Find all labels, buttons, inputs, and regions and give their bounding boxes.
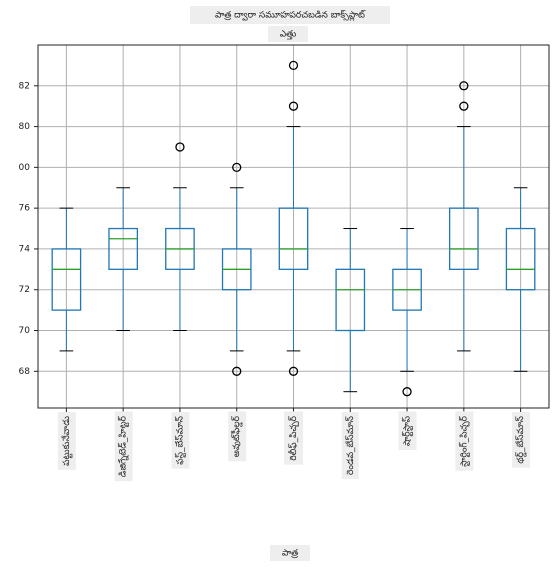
- y-tick-label: 74: [19, 244, 31, 254]
- x-tick-label: స్టార్టింగ్_పిచ్చర్: [458, 415, 470, 466]
- outlier: [459, 81, 469, 91]
- x-tick-label: రెండవ_బేస్‌మాన్: [345, 416, 356, 475]
- title-bg: [190, 6, 390, 24]
- x-tick-label-bg: [228, 411, 247, 462]
- y-tick-label: 00: [19, 163, 31, 173]
- chart-subtitle: ఎత్తు: [280, 30, 297, 40]
- y-tick-label: 76: [19, 204, 31, 214]
- subtitle-bg: [268, 26, 308, 42]
- box: [448, 207, 479, 270]
- x-tick-label: రిలీఫ్_పిచ్చర్: [287, 415, 300, 460]
- x-tick-group: స్టార్టింగ్_పిచ్చర్: [455, 411, 474, 471]
- x-tick-label-bg: [114, 411, 133, 482]
- outlier: [232, 162, 242, 173]
- outlier: [402, 387, 412, 397]
- outlier: [175, 142, 185, 152]
- outlier: [232, 366, 242, 376]
- x-tick-group: ఫస్ట్_బేస్‌మాన్: [171, 412, 190, 469]
- box: [335, 268, 366, 332]
- x-tick-group: రిలీఫ్_పిచ్చర్: [284, 411, 303, 465]
- x-tick-group: షార్ట్‌స్టాప్: [398, 411, 417, 451]
- x-tick-group: డిజిగ్నేటెడ్_హిట్టర్: [114, 411, 133, 482]
- plot-frame: [37, 44, 550, 409]
- y-tick-label: 72: [19, 285, 30, 295]
- x-tick-label: అవుట్‌ఫీల్డర్: [231, 415, 243, 457]
- x-tick-group: థర్డ్_బేస్‌మాన్: [512, 412, 531, 468]
- x-tick-label-bg: [171, 412, 190, 469]
- x-label-bg: [270, 545, 310, 561]
- box: [51, 248, 82, 311]
- x-tick-label-bg: [398, 411, 417, 451]
- x-tick-label: ఫస్ట్_బేస్‌మాన్: [174, 416, 186, 465]
- box: [278, 207, 309, 270]
- x-tick-group: పట్టుకునేవాడు: [57, 412, 76, 470]
- y-tick-label: 80: [19, 122, 31, 132]
- chart-title: పాత్ర ద్వారా సమూహపరచబడిన బాక్స్‌ప్లాట్: [215, 10, 366, 22]
- y-tick-label: 68: [19, 367, 31, 377]
- outlier: [288, 60, 299, 71]
- x-tick-label: డిజిగ్నేటెడ్_హిట్టర్: [118, 415, 130, 477]
- x-tick-label: థర్డ్_బేస్‌మాన్: [515, 416, 527, 464]
- box: [505, 227, 536, 291]
- x-tick-group: రెండవ_బేస్‌మాన్: [341, 412, 359, 479]
- x-tick-label-bg: [512, 412, 531, 468]
- outlier: [288, 366, 299, 376]
- x-tick-label-bg: [284, 411, 303, 465]
- x-tick-label-bg: [455, 411, 474, 471]
- x-tick-label: షార్ట్‌స్టాప్: [402, 415, 414, 446]
- box: [108, 227, 139, 270]
- x-axis-label: పాత్ర: [282, 549, 298, 559]
- x-tick-label: పట్టుకునేవాడు: [61, 416, 73, 466]
- outlier: [459, 101, 469, 111]
- outlier: [288, 101, 299, 111]
- x-tick-label-bg: [57, 412, 76, 470]
- x-tick-group: అవుట్‌ఫీల్డర్: [228, 411, 247, 462]
- x-tick-label-bg: [341, 412, 359, 479]
- y-tick-label: 82: [19, 81, 30, 91]
- y-tick-label: 70: [19, 326, 31, 336]
